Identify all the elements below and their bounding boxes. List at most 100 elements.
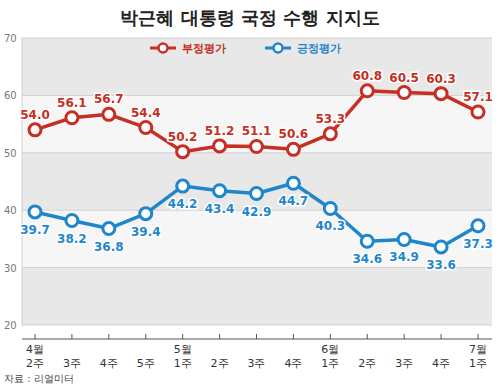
x-tick-label-part: 4주 (284, 357, 302, 370)
x-tick (35, 334, 36, 339)
data-label: 57.1 (463, 90, 493, 104)
point (29, 206, 41, 218)
x-tick-label-part: 1주 (469, 357, 487, 370)
data-label: 42.9 (242, 205, 272, 219)
data-label: 50.6 (279, 127, 309, 141)
x-tick-label-part: 6월 (321, 343, 339, 356)
data-label: 53.3 (316, 112, 346, 126)
x-tick-label-part: 5주 (137, 357, 155, 370)
point (435, 241, 447, 253)
x-tick-label: 4월2주 (26, 343, 44, 370)
point (324, 128, 336, 140)
data-label: 43.4 (205, 202, 235, 216)
point (251, 140, 263, 152)
x-tick-label-part: 7월 (469, 343, 487, 356)
x-tick (219, 334, 220, 339)
point (177, 146, 189, 158)
x-tick (182, 334, 183, 339)
x-tick-label-part: 4월 (26, 343, 44, 356)
data-label: 51.1 (242, 124, 272, 138)
data-label: 54.4 (131, 106, 161, 120)
y-tick-label: 20 (4, 320, 17, 331)
x-tick (441, 334, 442, 339)
legend-item: 부정평가 (150, 42, 226, 55)
data-label: 60.8 (352, 69, 382, 83)
x-tick-label: 7월1주 (469, 343, 487, 370)
x-tick-label-part: 1주 (174, 357, 192, 370)
point (140, 122, 152, 134)
grid-band (22, 268, 492, 325)
data-label: 44.2 (168, 197, 198, 211)
point (177, 180, 189, 192)
point (103, 223, 115, 235)
grid-line (22, 325, 492, 326)
legend-label: 긍정평가 (297, 42, 341, 55)
x-tick (71, 334, 72, 339)
x-tick-label: 3주 (395, 357, 413, 370)
grid-band (22, 38, 492, 95)
point (324, 202, 336, 214)
y-tick-label: 70 (4, 33, 17, 44)
point (214, 185, 226, 197)
legend-label: 부정평가 (182, 42, 226, 55)
point (472, 106, 484, 118)
data-label: 39.4 (131, 225, 161, 239)
data-label: 39.7 (20, 223, 50, 237)
x-tick (404, 334, 405, 339)
x-tick-label: 4주 (432, 357, 450, 370)
x-tick-label: 3주 (248, 357, 266, 370)
x-tick-label: 2주 (358, 357, 376, 370)
point (435, 88, 447, 100)
point (66, 112, 78, 124)
x-tick-label-part: 1주 (321, 357, 339, 370)
source: 자료 : 리얼미터 (4, 373, 74, 384)
data-label: 56.1 (57, 96, 87, 110)
point (361, 235, 373, 247)
point (251, 188, 263, 200)
x-tick-label: 5주 (137, 357, 155, 370)
data-label: 56.7 (94, 92, 124, 106)
x-tick-label-part: 4주 (100, 357, 118, 370)
x-tick-label: 2주 (211, 357, 229, 370)
point (29, 124, 41, 136)
x-tick-label-part: 2주 (211, 357, 229, 370)
data-label: 37.3 (463, 237, 493, 251)
point (103, 108, 115, 120)
x-tick-label: 6월1주 (321, 343, 339, 370)
chart: 2030405060704월2주3주4주5주5월1주2주3주4주6월1주2주3주… (0, 0, 500, 387)
series-line (35, 183, 478, 247)
x-tick-label-part: 3주 (248, 357, 266, 370)
x-tick-label-part: 4주 (432, 357, 450, 370)
point (214, 140, 226, 152)
series-line (35, 91, 478, 152)
x-tick (330, 334, 331, 339)
grid-line (22, 267, 492, 268)
x-tick-label: 4주 (100, 357, 118, 370)
x-tick-label-part: 3주 (395, 357, 413, 370)
legend-marker (159, 44, 168, 53)
point (287, 143, 299, 155)
point (140, 208, 152, 220)
x-tick-label-part: 5월 (174, 343, 192, 356)
data-label: 34.6 (352, 252, 382, 266)
x-tick-label: 5월1주 (174, 343, 192, 370)
point (398, 233, 410, 245)
y-axis-line (22, 38, 23, 325)
x-tick-label-part: 2주 (358, 357, 376, 370)
grid-line (22, 38, 492, 39)
title: 박근혜 대통령 국정 수행 지지도 (120, 7, 379, 28)
x-tick (108, 334, 109, 339)
point (287, 177, 299, 189)
y-tick-label: 50 (4, 148, 17, 159)
x-tick (367, 334, 368, 339)
data-label: 38.2 (57, 232, 87, 246)
data-label: 51.2 (205, 124, 235, 138)
x-tick-label-part: 3주 (63, 357, 81, 370)
point (66, 215, 78, 227)
legend-item: 긍정평가 (265, 42, 341, 55)
data-label: 60.3 (426, 72, 456, 86)
y-tick-label: 40 (4, 205, 17, 216)
data-labels: 54.056.156.754.450.251.251.150.653.360.8… (20, 69, 493, 272)
legend-marker (274, 44, 283, 53)
x-tick-label: 4주 (284, 357, 302, 370)
